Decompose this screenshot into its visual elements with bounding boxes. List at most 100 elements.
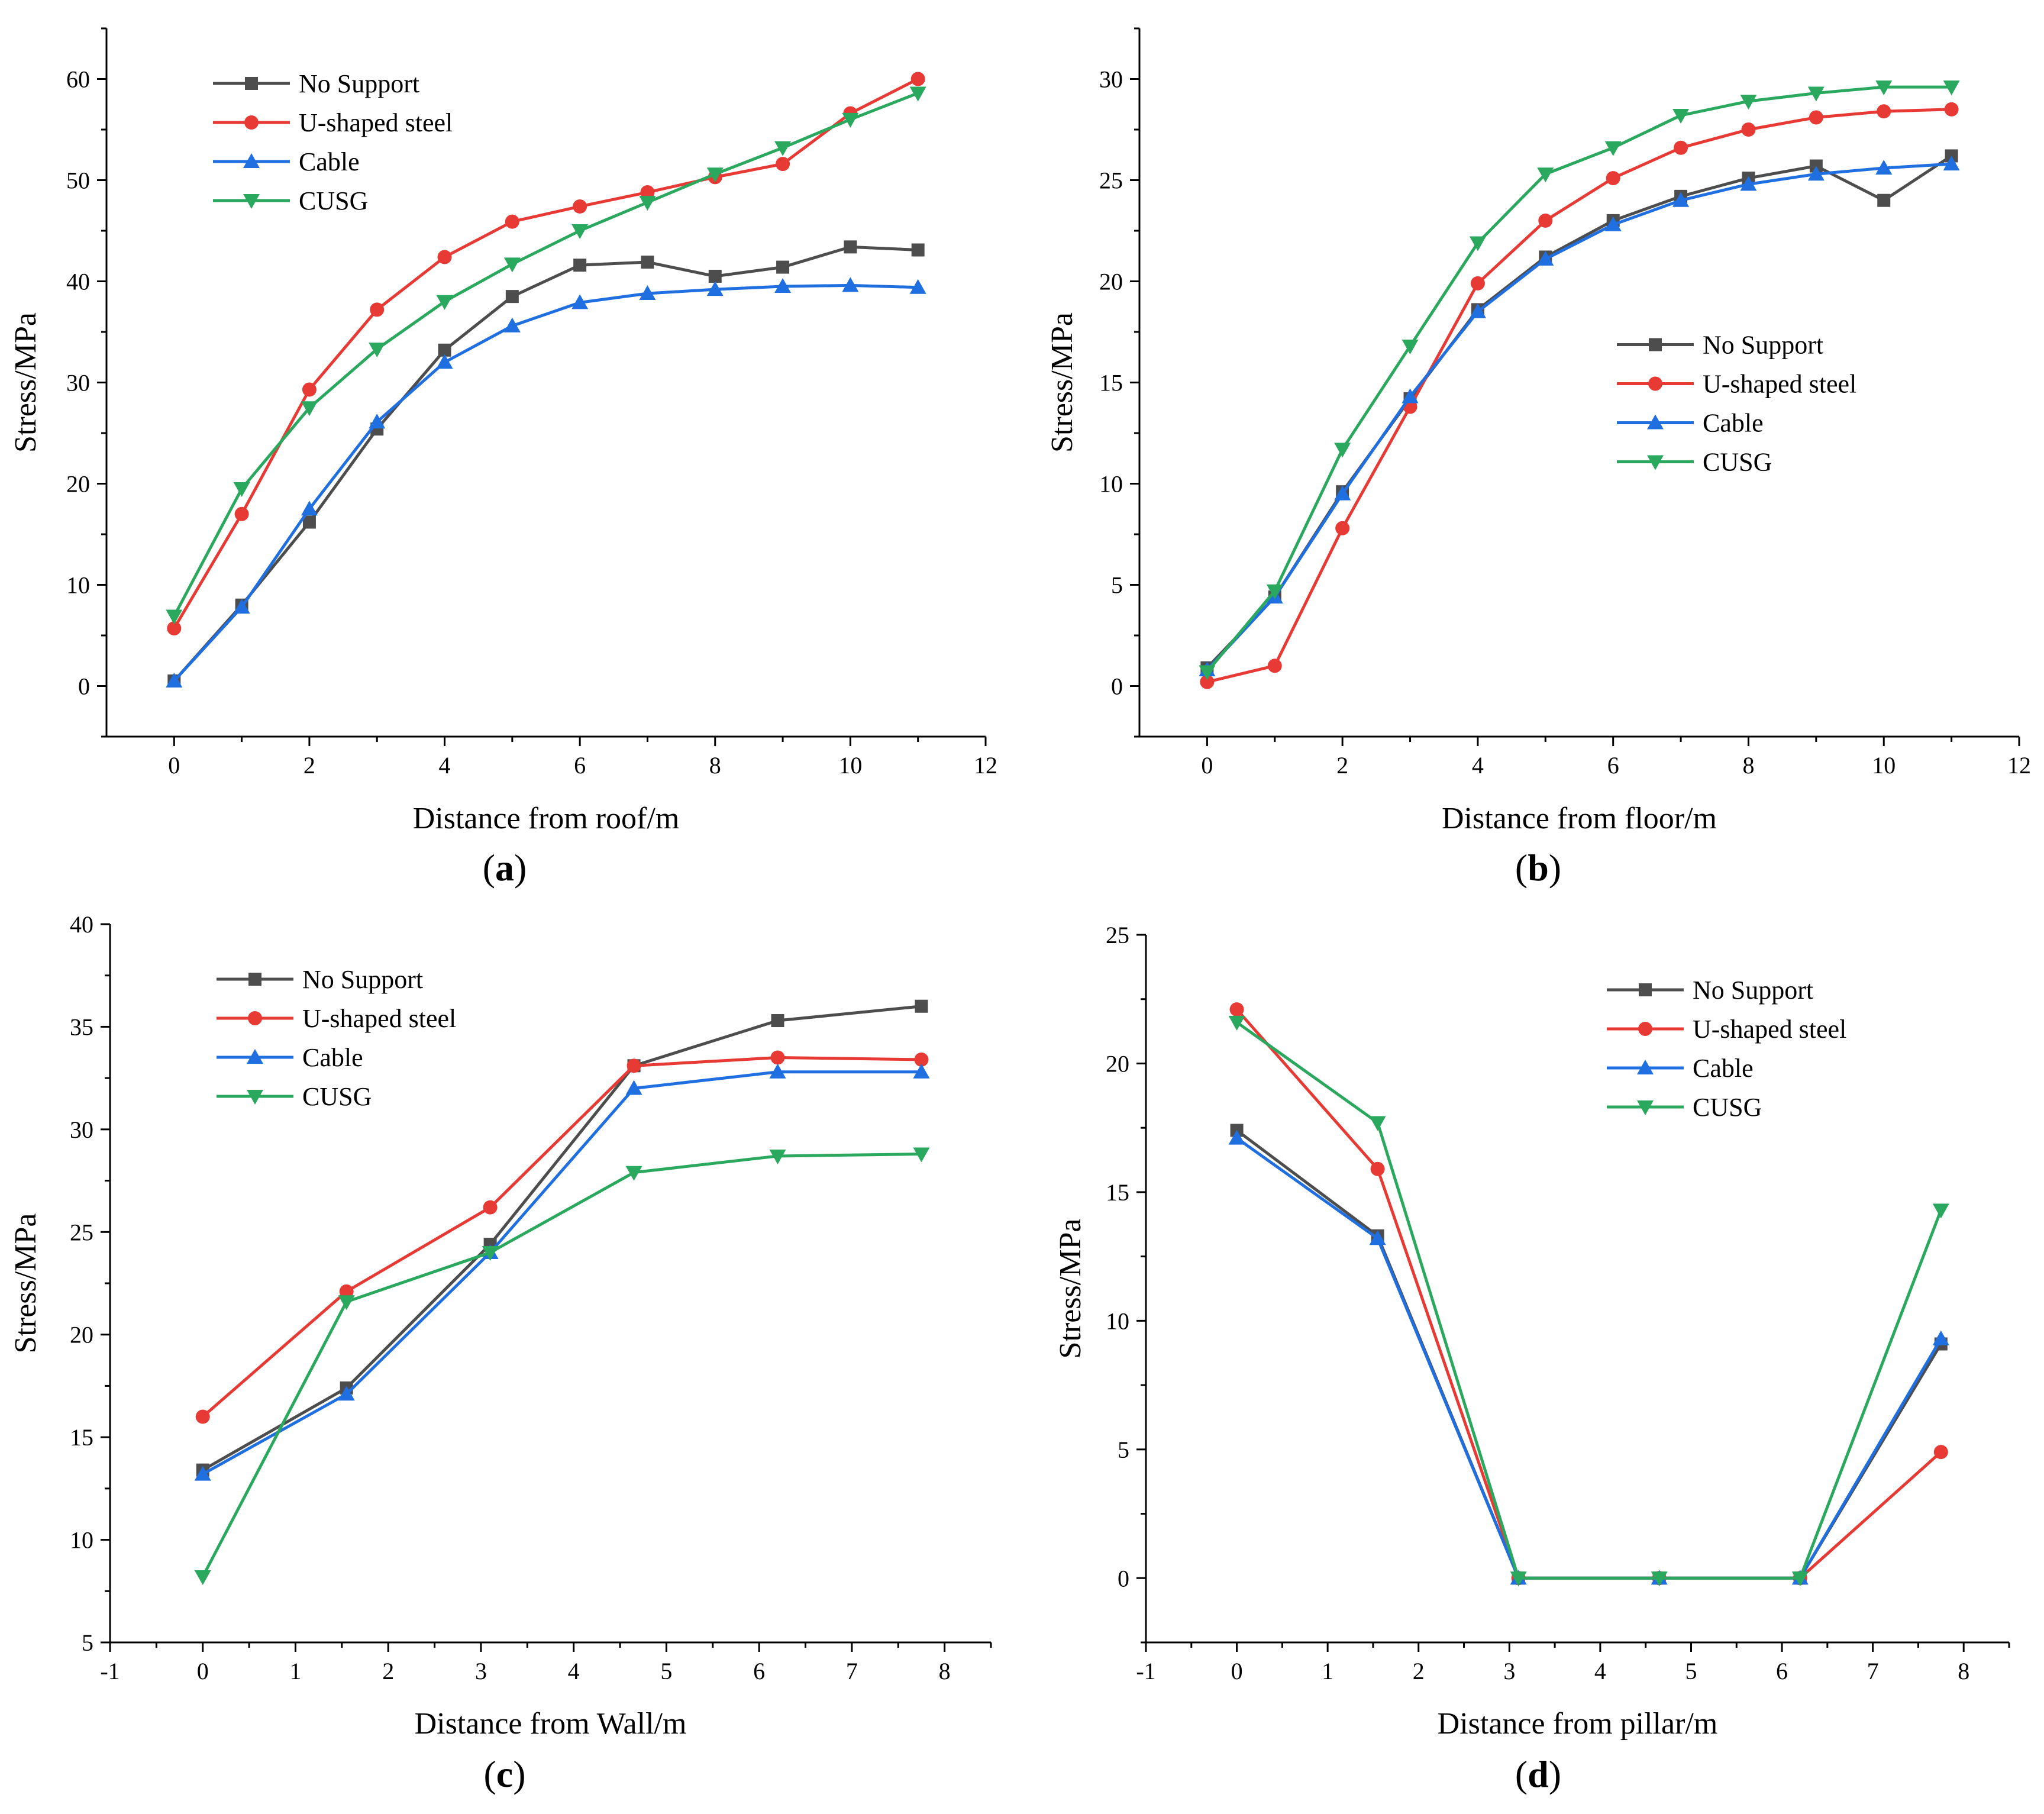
x-tick-label: 10	[1872, 752, 1896, 779]
series-line	[1206, 85, 1952, 673]
y-tick-label: 25	[1099, 167, 1123, 194]
panel-label: (d)	[1515, 1753, 1561, 1795]
series-line	[1206, 154, 1952, 669]
x-tick-label: 12	[2007, 752, 2031, 779]
data-point	[1877, 193, 1891, 207]
x-tick-label: 4	[568, 1658, 580, 1684]
data-point	[1932, 1330, 1949, 1345]
series-u-shaped-steel	[1229, 1002, 1948, 1586]
legend-marker	[243, 194, 260, 209]
legend-label: No Support	[1703, 331, 1823, 360]
data-point	[842, 112, 859, 128]
panel-c: -1 0 1 2 3 4 5 6 7 8 5 10 15 20 25 30 35 40 Distance from …	[9, 911, 992, 1795]
legend-marker	[245, 77, 258, 90]
data-point	[233, 482, 250, 498]
data-point	[706, 167, 724, 183]
x-tick-label: 7	[846, 1658, 858, 1684]
x-tick-label: 12	[974, 752, 997, 779]
series-line	[1236, 1137, 1942, 1580]
x-tick-label: 2	[1413, 1658, 1425, 1684]
legend-label: No Support	[302, 965, 423, 994]
x-tick-label: 3	[475, 1658, 487, 1684]
y-axis-label: Stress/MPa	[1045, 312, 1079, 453]
data-point	[1791, 1571, 1809, 1587]
data-point	[1933, 1445, 1948, 1460]
legend-marker	[248, 1011, 262, 1025]
series-no-support	[167, 240, 925, 687]
series-line	[202, 1056, 922, 1418]
y-tick-label: 15	[70, 1424, 93, 1451]
data-point	[909, 279, 926, 294]
x-tick-label: 8	[709, 752, 721, 779]
data-point	[770, 1050, 785, 1065]
x-tick-label: 8	[939, 1658, 951, 1684]
data-point	[1875, 80, 1893, 96]
panel-label-letter: a	[495, 847, 514, 889]
panel-label: (c)	[483, 1753, 525, 1795]
panel-label: (a)	[483, 847, 527, 889]
series-line	[1206, 108, 1952, 684]
y-axis-label: Stress/MPa	[9, 1213, 43, 1354]
series-cable	[1199, 156, 1960, 677]
legend-marker	[248, 973, 261, 986]
x-tick-label: 8	[1958, 1658, 1969, 1684]
data-point	[1334, 485, 1351, 501]
data-point	[437, 250, 452, 264]
data-point	[194, 1466, 211, 1481]
data-point	[1229, 1002, 1244, 1017]
series-line	[1235, 1008, 1942, 1580]
y-axis-label: Stress/MPa	[1054, 1219, 1087, 1359]
legend-marker	[1638, 1022, 1652, 1036]
series-line	[173, 78, 919, 630]
x-tick-label: 6	[1776, 1658, 1788, 1684]
data-point	[842, 277, 859, 292]
x-tick-label: 5	[1685, 1658, 1697, 1684]
data-point	[1228, 1015, 1245, 1031]
data-point	[166, 609, 183, 625]
data-point	[1807, 166, 1825, 181]
y-tick-label: 5	[1111, 572, 1123, 599]
data-point	[573, 199, 587, 214]
data-point	[436, 295, 453, 310]
data-point	[1335, 521, 1350, 535]
series-line	[173, 92, 919, 617]
data-point	[301, 501, 318, 516]
data-point	[776, 157, 790, 172]
x-tick-label: -1	[1136, 1658, 1155, 1684]
legend-marker	[1637, 1100, 1654, 1115]
data-point	[769, 1149, 786, 1164]
panel-label: (b)	[1515, 847, 1561, 889]
legend-marker	[247, 1090, 263, 1105]
data-point	[914, 1052, 929, 1067]
data-point	[338, 1295, 355, 1311]
y-tick-label: 10	[1106, 1308, 1129, 1334]
panel-a: 0 2 4 6 8 10 12 0 10 20 30 40 50 60 Distance from roof…	[9, 27, 997, 889]
data-point	[1944, 102, 1959, 117]
y-tick-label: 10	[1099, 471, 1123, 498]
y-tick-label: 10	[70, 1527, 93, 1554]
legend-marker	[243, 153, 260, 168]
series-cusg	[1228, 1015, 1949, 1587]
data-point	[1741, 122, 1756, 137]
data-point	[1809, 110, 1823, 125]
y-tick-label: 60	[66, 66, 90, 93]
x-tick-label: 3	[1503, 1658, 1515, 1684]
data-point	[627, 1058, 641, 1073]
data-point	[708, 269, 722, 283]
panel-b: 0 2 4 6 8 10 12 0 5 10 15 20 25 30 Distance from floor…	[1045, 27, 2031, 889]
data-point	[625, 1166, 642, 1181]
data-point	[1228, 1129, 1245, 1145]
y-tick-label: 20	[1106, 1050, 1129, 1077]
legend-label: CUSG	[1703, 448, 1772, 477]
data-point	[640, 185, 655, 200]
legend-label: CUSG	[299, 186, 368, 215]
data-point	[503, 257, 521, 273]
data-point	[301, 401, 318, 417]
data-point	[339, 1284, 354, 1299]
y-tick-label: 5	[82, 1629, 93, 1656]
data-point	[503, 317, 521, 333]
data-point	[571, 224, 589, 239]
legend-label: U-shaped steel	[302, 1004, 456, 1033]
legend-label: No Support	[299, 69, 419, 98]
x-tick-label: 2	[303, 752, 315, 779]
